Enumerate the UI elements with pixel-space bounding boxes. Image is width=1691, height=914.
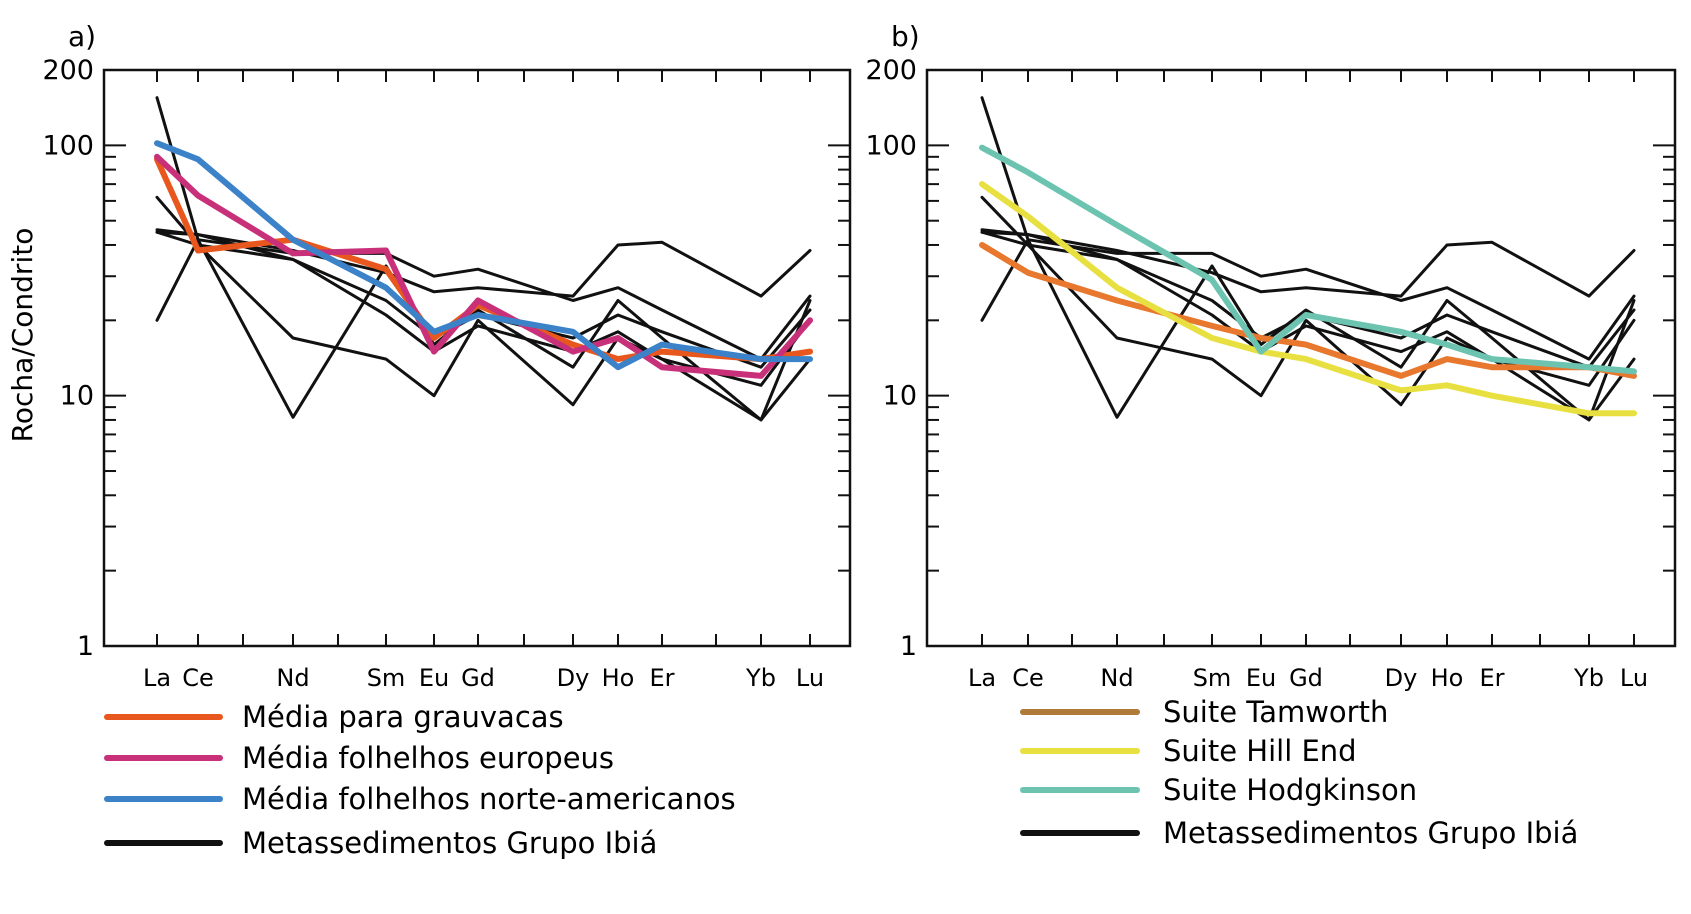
series-media-para-grauvacas: [154, 156, 813, 363]
series-suite-hill-end: [979, 181, 1637, 417]
series-suite-tamworth: [979, 242, 1637, 379]
x-tick-label-nd: Nd: [1100, 664, 1133, 692]
x-tick-label-sm: Sm: [1193, 664, 1232, 692]
x-tick-label-yb: Yb: [1573, 664, 1604, 692]
panel-b: b) 1 10 100 200 La Ce Nd Sm Eu Gd Dy Ho Er Yb Lu: [865, 20, 1677, 692]
series-ibia-sample-4: [155, 238, 812, 361]
series-ibia-sample-7: [980, 230, 1636, 422]
legend-label-suite-hill-end: Suite Hill End: [1163, 734, 1357, 768]
x-tick-label-dy: Dy: [557, 664, 590, 692]
y-tick-label: 200: [865, 55, 917, 86]
x-tick-label-sm: Sm: [367, 664, 406, 692]
y-tick-label: 10: [883, 381, 917, 412]
x-tick-label-nd: Nd: [276, 664, 309, 692]
series-ibia-sample-7: [155, 230, 812, 422]
x-tick-label-er: Er: [649, 664, 674, 692]
series-metassedimentos-grupo-ibia: [155, 96, 812, 422]
x-tick-label-yb: Yb: [745, 664, 776, 692]
x-tick-label-er: Er: [1479, 664, 1504, 692]
x-tick-label-lu: Lu: [796, 664, 824, 692]
y-axis-title: Rocha/Condrito: [6, 228, 39, 443]
legend-label-suite-hodgkinson: Suite Hodgkinson: [1163, 773, 1417, 807]
series-media-folhelhos-norte-americanos: [154, 140, 813, 371]
y-tick-label: 1: [77, 631, 94, 662]
x-tick-label-ce: Ce: [182, 664, 214, 692]
y-tick-label: 100: [865, 130, 917, 161]
x-tick-label-gd: Gd: [1289, 664, 1323, 692]
legend-label-suite-tamworth: Suite Tamworth: [1163, 695, 1388, 729]
y-tick-label: 100: [42, 130, 94, 161]
x-tick-label-lu: Lu: [1620, 664, 1648, 692]
x-tick-label-la: La: [143, 664, 171, 692]
x-tick-label-ho: Ho: [602, 664, 635, 692]
y-tick-label: 10: [60, 381, 94, 412]
legend-label-media-folhelhos-norte-americanos: Média folhelhos norte-americanos: [242, 782, 736, 816]
x-tick-label-ce: Ce: [1012, 664, 1044, 692]
legend-label-metassedimentos-grupo-ibia: Metassedimentos Grupo Ibiá: [1163, 816, 1578, 850]
series-suite-hodgkinson: [979, 144, 1637, 375]
series-ibia-sample-5: [980, 230, 1636, 298]
y-tick-label: 200: [42, 55, 94, 86]
x-tick-label-ho: Ho: [1431, 664, 1464, 692]
plot-frame: [925, 68, 1677, 648]
series-ibia-sample-4: [980, 238, 1636, 361]
series-media-folhelhos-europeus: [154, 153, 813, 379]
x-tick-label-gd: Gd: [461, 664, 495, 692]
x-tick-label-eu: Eu: [419, 664, 449, 692]
panel-label: a): [68, 20, 96, 53]
legend-a: Média para grauvacas Média folhelhos euro…: [104, 700, 736, 860]
legend-label-media-folhelhos-europeus: Média folhelhos europeus: [242, 741, 614, 775]
panel-a: a) 1 10 100 200 La Ce Nd Sm Eu Gd Dy Ho Er Yb Lu: [42, 20, 852, 692]
series-ibia-sample-6: [155, 195, 812, 369]
legend-label-metassedimentos-grupo-ibia: Metassedimentos Grupo Ibiá: [242, 826, 657, 860]
y-tick-label: 1: [900, 631, 917, 662]
legend-b: Suite Tamworth Suite Hill End Suite Hodgki…: [1020, 695, 1578, 850]
x-tick-label-la: La: [968, 664, 996, 692]
panel-label: b): [891, 20, 920, 53]
legend-label-media-para-grauvacas: Média para grauvacas: [242, 700, 564, 734]
x-tick-label-dy: Dy: [1385, 664, 1418, 692]
x-tick-label-eu: Eu: [1246, 664, 1276, 692]
